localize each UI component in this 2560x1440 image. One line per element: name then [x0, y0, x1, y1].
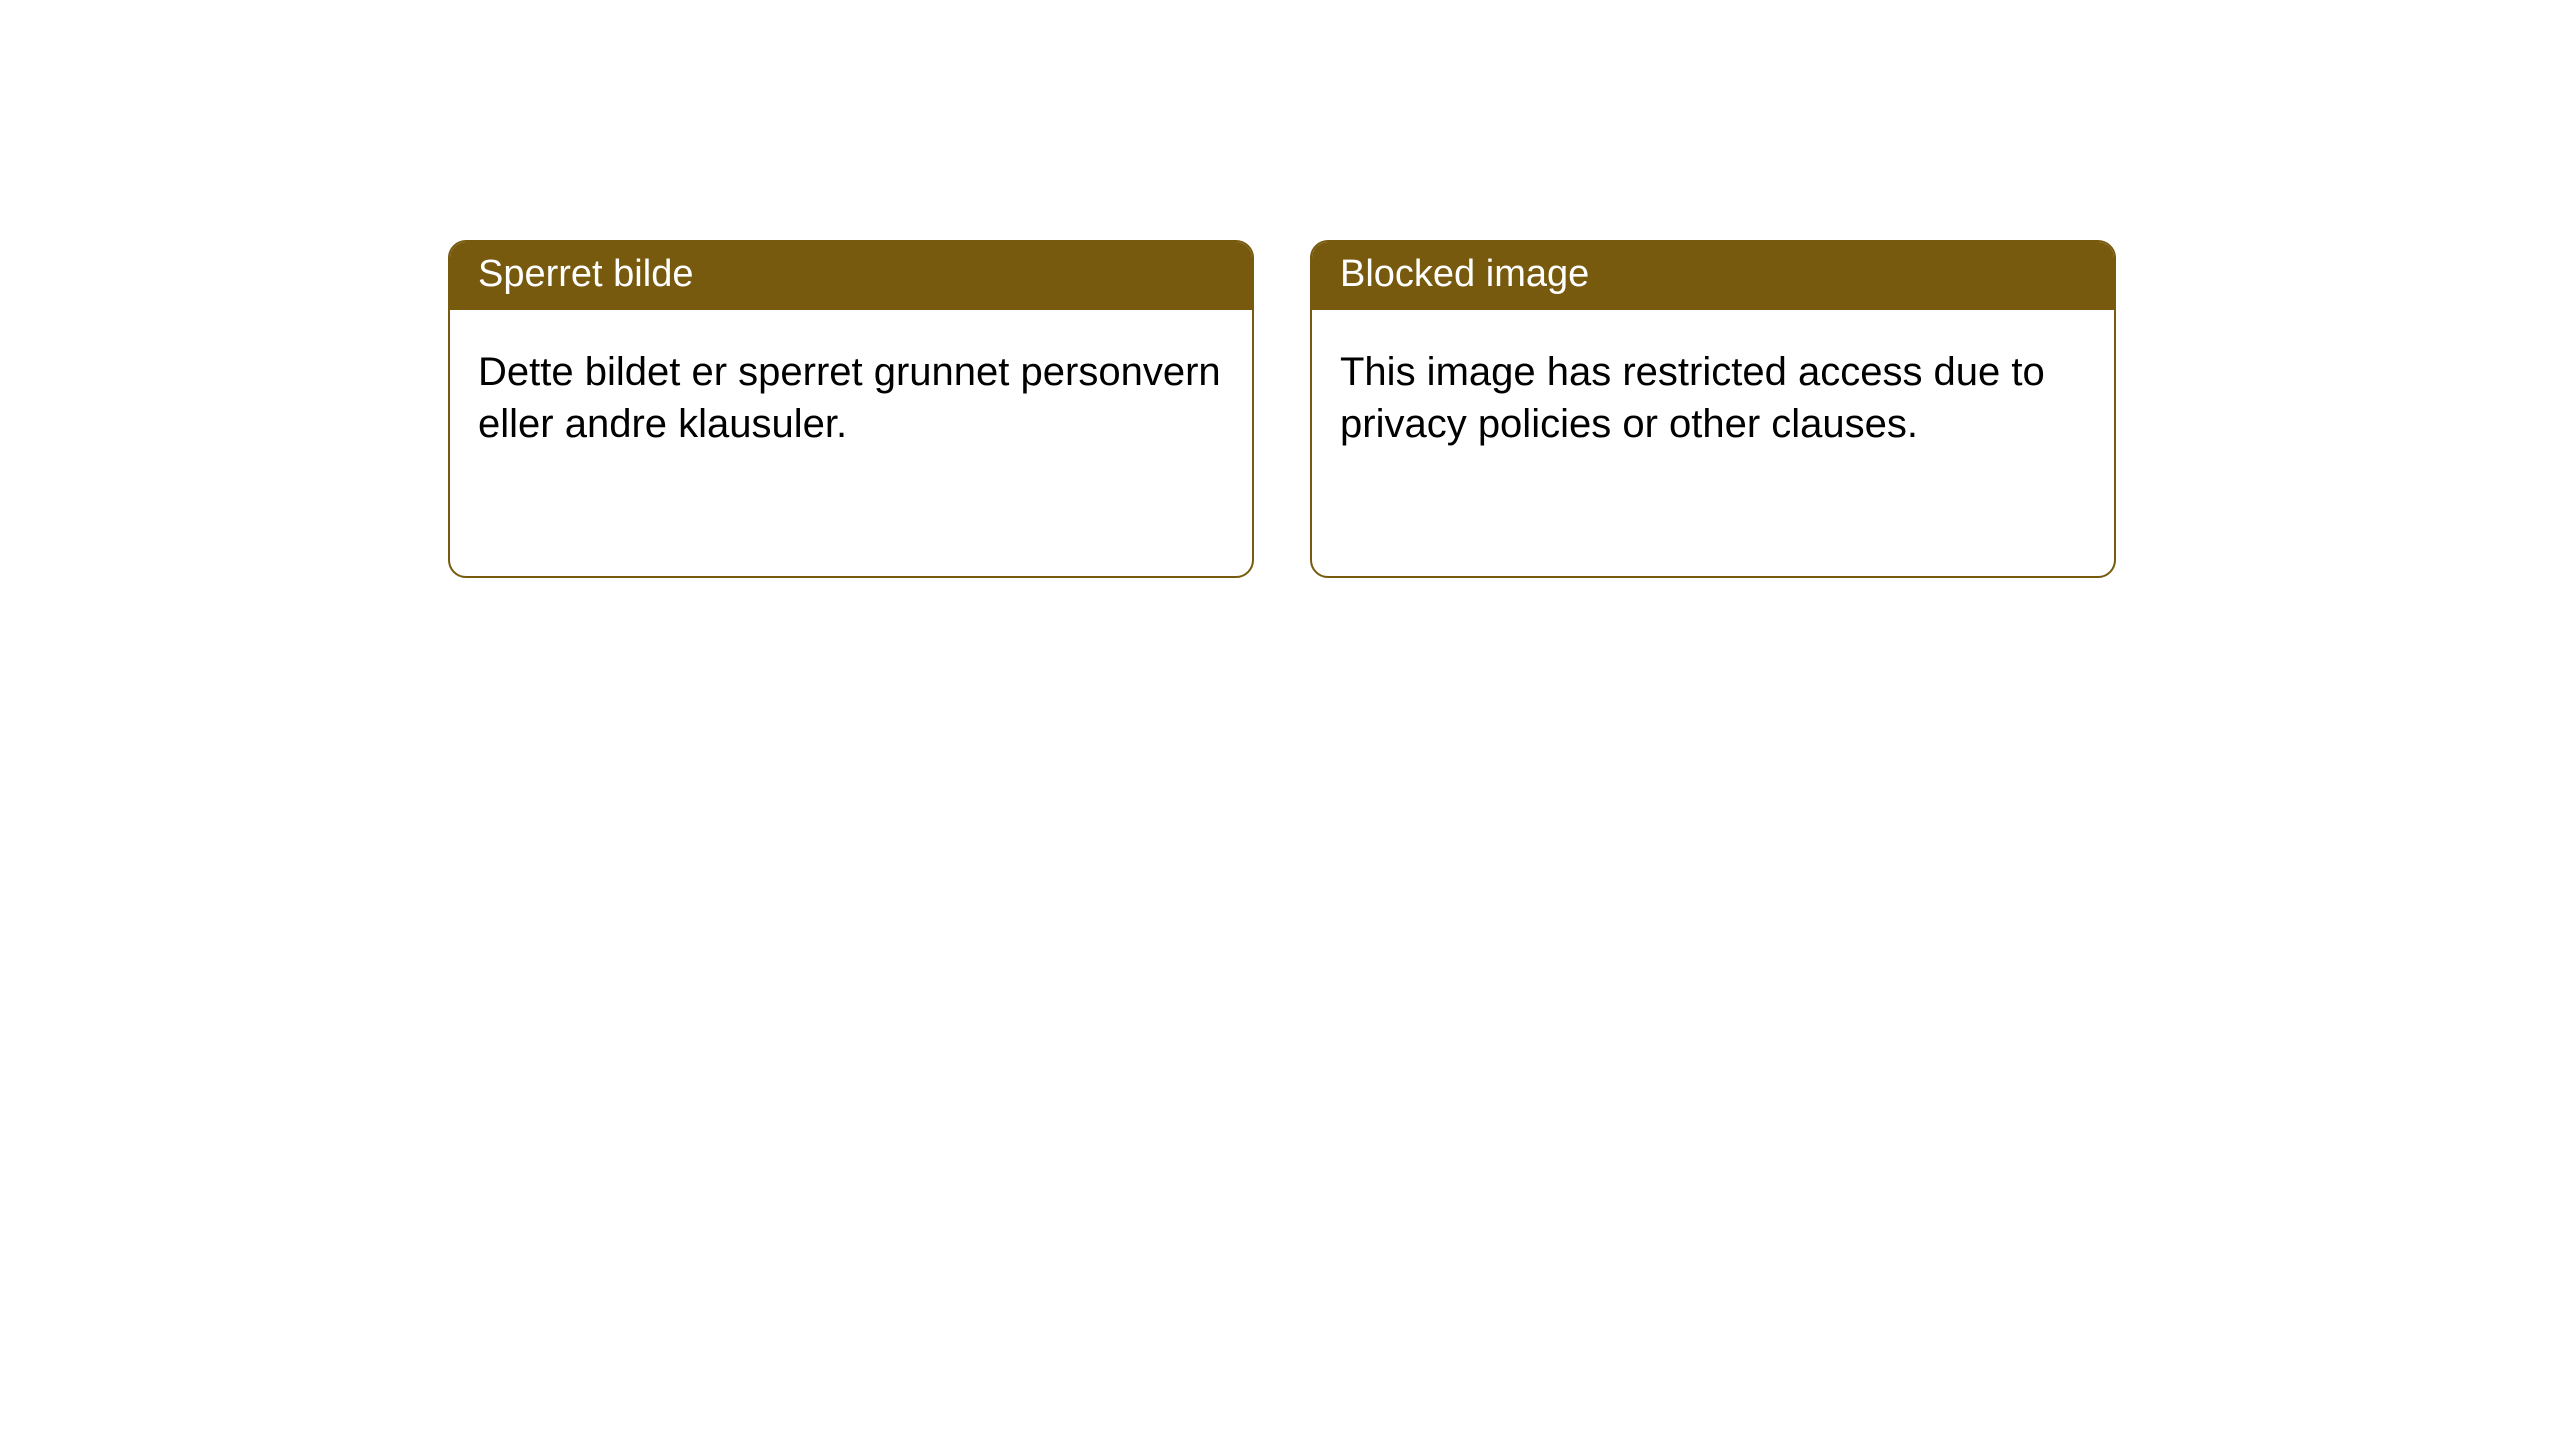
notice-header-en: Blocked image	[1312, 242, 2114, 310]
notice-card-en: Blocked image This image has restricted …	[1310, 240, 2116, 578]
notice-card-no: Sperret bilde Dette bildet er sperret gr…	[448, 240, 1254, 578]
notice-container: Sperret bilde Dette bildet er sperret gr…	[0, 0, 2560, 578]
notice-body-en: This image has restricted access due to …	[1312, 310, 2114, 486]
notice-header-no: Sperret bilde	[450, 242, 1252, 310]
notice-body-no: Dette bildet er sperret grunnet personve…	[450, 310, 1252, 486]
